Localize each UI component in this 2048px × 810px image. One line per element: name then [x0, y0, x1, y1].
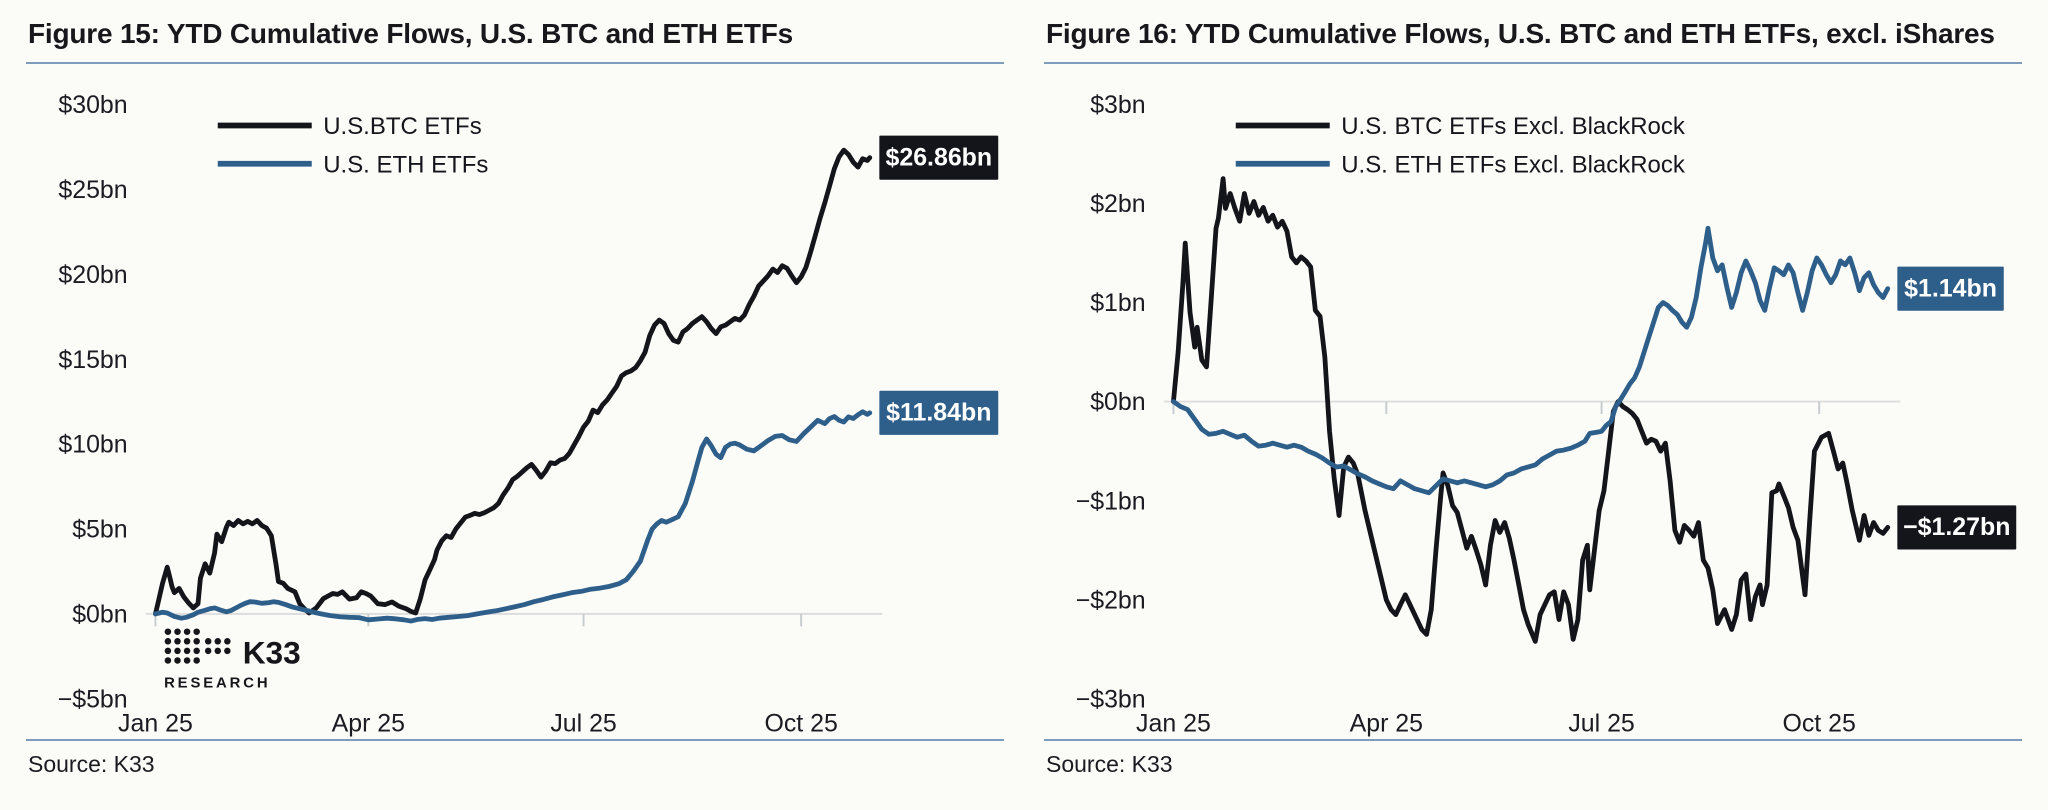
- x-tick-label: Oct 25: [1782, 709, 1855, 737]
- end-value-badge: [1897, 266, 2004, 311]
- y-tick-label: $1bn: [1090, 289, 1145, 317]
- source-note: Source: K33: [28, 751, 155, 778]
- title-divider: [1044, 62, 2022, 64]
- y-tick-label: −$5bn: [58, 685, 128, 713]
- legend-label: U.S. ETH ETFs Excl. BlackRock: [1341, 151, 1686, 178]
- svg-text:K33: K33: [243, 634, 301, 670]
- legend-label: U.S. ETH ETFs: [323, 151, 488, 178]
- bottom-divider: [1044, 739, 2022, 742]
- y-tick-label: $25bn: [58, 176, 127, 204]
- end-value-label: $26.86bn: [885, 143, 992, 171]
- y-tick-label: $5bn: [72, 516, 127, 544]
- title-divider: [26, 62, 1004, 64]
- chart-title: Figure 16: YTD Cumulative Flows, U.S. BT…: [1046, 18, 1995, 49]
- y-tick-label: $0bn: [1090, 388, 1145, 416]
- btc-eth-flows-chart: $30bn $25bn $20bn $15bn $10bn $5bn $0bn −$5bnJa…: [58, 91, 999, 737]
- k33-research-logo: K33 RESEARCH: [164, 628, 301, 691]
- legend-label: U.S.BTC ETFs: [323, 113, 481, 140]
- y-tick-label: −$1bn: [1076, 487, 1146, 515]
- x-tick-label: Jul 25: [1568, 709, 1634, 737]
- end-value-label: $11.84bn: [886, 398, 991, 426]
- bottom-divider: [26, 739, 1004, 742]
- x-tick-label: Jan 25: [118, 709, 193, 737]
- x-tick-label: Jul 25: [550, 709, 616, 737]
- end-value-label: −$1.27bn: [1903, 513, 2010, 541]
- chart-title: Figure 15: YTD Cumulative Flows, U.S. BT…: [28, 18, 794, 49]
- end-value-badge: [1897, 505, 2017, 550]
- end-value-label: $1.14bn: [1904, 274, 1997, 302]
- x-tick-label: Oct 25: [764, 709, 837, 737]
- y-tick-label: $0bn: [72, 601, 127, 629]
- u-s-eth-etfs-excl-blackrock-line: [1171, 225, 1891, 496]
- y-tick-label: $30bn: [58, 91, 127, 119]
- figure-16-card: Figure 16: YTD Cumulative Flows, U.S. BT…: [1044, 14, 2022, 810]
- end-value-badge: [879, 390, 999, 435]
- y-tick-label: $15bn: [58, 346, 127, 374]
- svg-text:RESEARCH: RESEARCH: [164, 675, 270, 691]
- y-tick-label: $10bn: [58, 431, 127, 459]
- y-tick-label: −$2bn: [1076, 586, 1146, 614]
- u-s-btc-etfs-excl-blackrock-line: [1171, 176, 1891, 644]
- x-tick-label: Jan 25: [1136, 709, 1211, 737]
- x-tick-label: Apr 25: [332, 709, 405, 737]
- y-tick-label: −$3bn: [1076, 685, 1146, 713]
- source-note: Source: K33: [1046, 751, 1173, 778]
- end-value-badge: [879, 135, 999, 180]
- legend-label: U.S. BTC ETFs Excl. BlackRock: [1341, 113, 1686, 140]
- figure-15-card: Figure 15: YTD Cumulative Flows, U.S. BT…: [26, 14, 1004, 810]
- y-tick-label: $3bn: [1090, 91, 1145, 119]
- y-tick-label: $20bn: [58, 261, 127, 289]
- u-s-btc-etfs-line: [153, 147, 873, 617]
- x-tick-label: Apr 25: [1350, 709, 1423, 737]
- y-tick-label: $2bn: [1090, 190, 1145, 218]
- u-s-eth-etfs-line: [153, 409, 873, 624]
